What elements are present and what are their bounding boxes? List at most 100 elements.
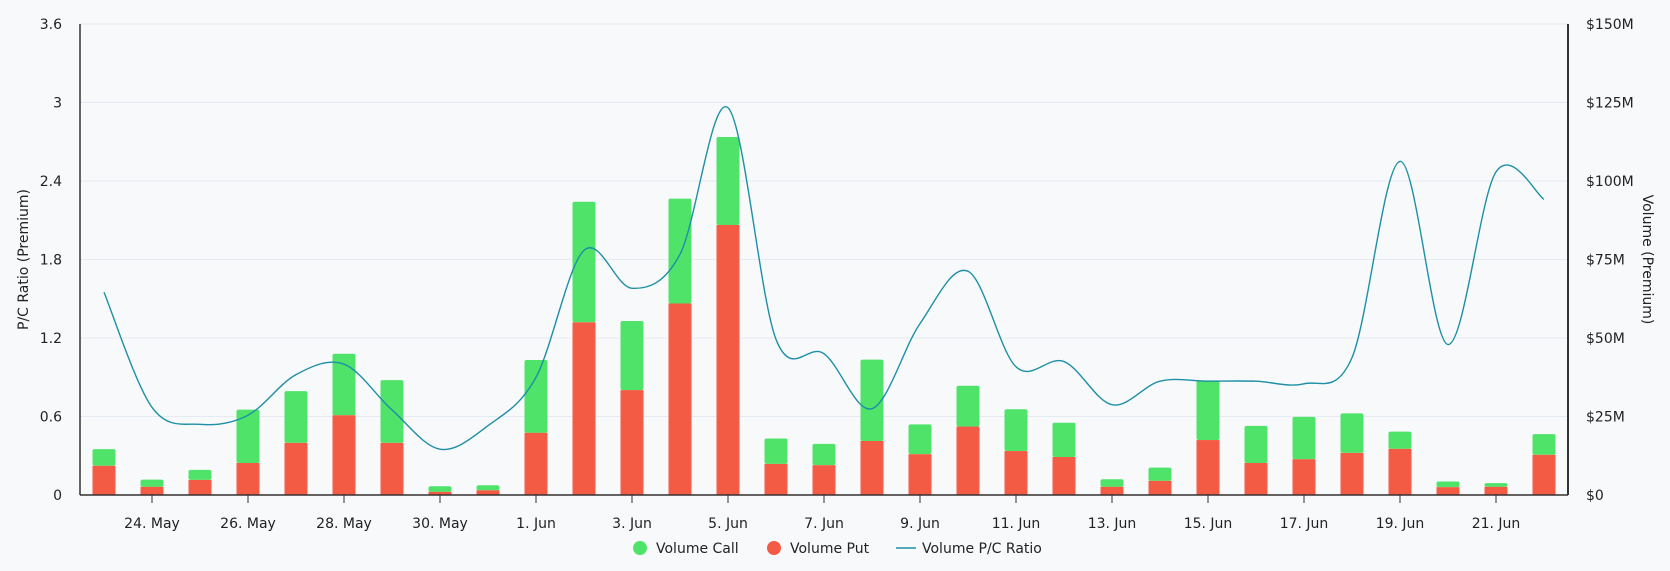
bar-volume-put — [1484, 486, 1508, 495]
bar-volume-put — [92, 465, 116, 495]
x-tick-label: 3. Jun — [612, 516, 652, 532]
bar-volume-call — [428, 486, 452, 492]
x-tick-label: 7. Jun — [804, 516, 844, 532]
bar-volume-put — [1388, 448, 1412, 495]
y-left-tick-label: 1.8 — [40, 253, 62, 269]
bar-volume-put — [956, 426, 980, 495]
legend-marker-volume-put — [767, 541, 781, 555]
bar-volume-call — [380, 380, 404, 443]
y-left-tick-label: 0 — [53, 488, 62, 504]
bar-volume-call — [716, 137, 740, 225]
bar-volume-put — [1436, 487, 1460, 495]
bar-volume-put — [860, 440, 884, 495]
bar-volume-put — [236, 462, 260, 495]
bar-volume-call — [140, 479, 164, 487]
y-left-tick-label: 3.6 — [40, 17, 62, 33]
y-right-tick-label: $100M — [1586, 174, 1634, 190]
bar-volume-put — [380, 442, 404, 495]
bar-volume-call — [236, 409, 260, 463]
bar-volume-call — [812, 443, 836, 466]
x-tick-label: 11. Jun — [992, 516, 1041, 532]
y-right-tick-label: $25M — [1586, 410, 1625, 426]
x-tick-label: 15. Jun — [1184, 516, 1233, 532]
bar-volume-put — [1052, 457, 1076, 495]
legend-label-volume-put: Volume Put — [790, 541, 870, 557]
x-tick-label: 24. May — [124, 516, 180, 532]
bar-volume-put — [1244, 462, 1268, 495]
bar-volume-call — [332, 353, 356, 416]
bar-volume-put — [428, 491, 452, 495]
bar-volume-call — [1532, 434, 1556, 455]
y-left-tick-label: 2.4 — [40, 174, 62, 190]
bar-volume-call — [1436, 481, 1460, 488]
bar-volume-put — [764, 463, 788, 495]
bar-volume-call — [92, 449, 116, 466]
bar-volume-call — [1484, 483, 1508, 487]
bar-volume-put — [476, 490, 500, 495]
bar-volume-put — [620, 390, 644, 495]
legend-label-volume-call: Volume Call — [656, 541, 739, 557]
x-tick-label: 30. May — [412, 516, 468, 532]
legend-label-volume-pc-ratio: Volume P/C Ratio — [922, 541, 1042, 557]
x-tick-label: 19. Jun — [1376, 516, 1425, 532]
bar-volume-put — [908, 454, 932, 495]
bar-volume-call — [956, 385, 980, 427]
bar-volume-put — [572, 322, 596, 495]
y-right-tick-label: $75M — [1586, 253, 1625, 269]
y-right-tick-label: $50M — [1586, 331, 1625, 347]
bar-volume-call — [668, 198, 692, 304]
x-tick-label: 9. Jun — [900, 516, 940, 532]
bar-volume-call — [860, 359, 884, 441]
bar-volume-call — [1292, 416, 1316, 460]
y-left-tick-label: 0.6 — [40, 410, 62, 426]
bar-volume-put — [1100, 486, 1124, 495]
bar-volume-put — [1196, 440, 1220, 495]
bar-volume-call — [1388, 431, 1412, 449]
y-left-tick-label: 3 — [53, 96, 62, 112]
gridlines — [80, 23, 1568, 417]
bar-volume-call — [908, 424, 932, 455]
axes: 0 0.6 1.2 1.8 2.4 3 3.6 $0 $25M $50M $75M $100M $125… — [16, 17, 1655, 532]
bar-volume-call — [284, 391, 308, 443]
y-left-tick-label: 1.2 — [40, 331, 62, 347]
bar-series-group — [92, 137, 1556, 495]
bar-volume-put — [284, 442, 308, 495]
bar-volume-call — [572, 201, 596, 323]
y-right-tick-label: $0 — [1586, 488, 1604, 504]
bar-volume-put — [188, 479, 212, 495]
bar-volume-call — [764, 438, 788, 464]
bar-volume-call — [1196, 380, 1220, 441]
bar-volume-call — [1244, 425, 1268, 463]
bar-volume-call — [524, 359, 548, 433]
line-volume-pc-ratio — [103, 106, 1545, 451]
y-left-axis-title: P/C Ratio (Premium) — [16, 189, 32, 330]
bar-volume-call — [1340, 413, 1364, 453]
bar-volume-put — [1532, 454, 1556, 495]
bar-volume-call — [1100, 479, 1124, 487]
line-series-group — [103, 106, 1545, 451]
bar-volume-put — [1004, 451, 1028, 495]
bar-volume-call — [188, 469, 212, 480]
bar-volume-call — [1148, 467, 1172, 481]
legend[interactable]: Volume Call Volume Put Volume P/C Ratio — [633, 541, 1042, 557]
bar-volume-call — [476, 485, 500, 491]
bar-volume-put — [1340, 452, 1364, 495]
bar-volume-put — [716, 224, 740, 495]
bar-volume-put — [812, 465, 836, 495]
bar-volume-put — [1292, 459, 1316, 495]
y-right-tick-label: $150M — [1586, 17, 1634, 33]
bar-volume-put — [332, 415, 356, 495]
bar-volume-call — [1052, 422, 1076, 458]
bar-volume-put — [140, 486, 164, 495]
x-tick-label: 28. May — [316, 516, 372, 532]
bar-volume-call — [1004, 409, 1028, 452]
x-tick-label: 1. Jun — [516, 516, 556, 532]
bar-volume-put — [524, 432, 548, 495]
y-right-tick-label: $125M — [1586, 96, 1634, 112]
bar-volume-call — [620, 321, 644, 391]
x-tick-label: 26. May — [220, 516, 276, 532]
x-tick-label: 17. Jun — [1280, 516, 1329, 532]
x-tick-label: 5. Jun — [708, 516, 748, 532]
bar-volume-put — [668, 303, 692, 495]
